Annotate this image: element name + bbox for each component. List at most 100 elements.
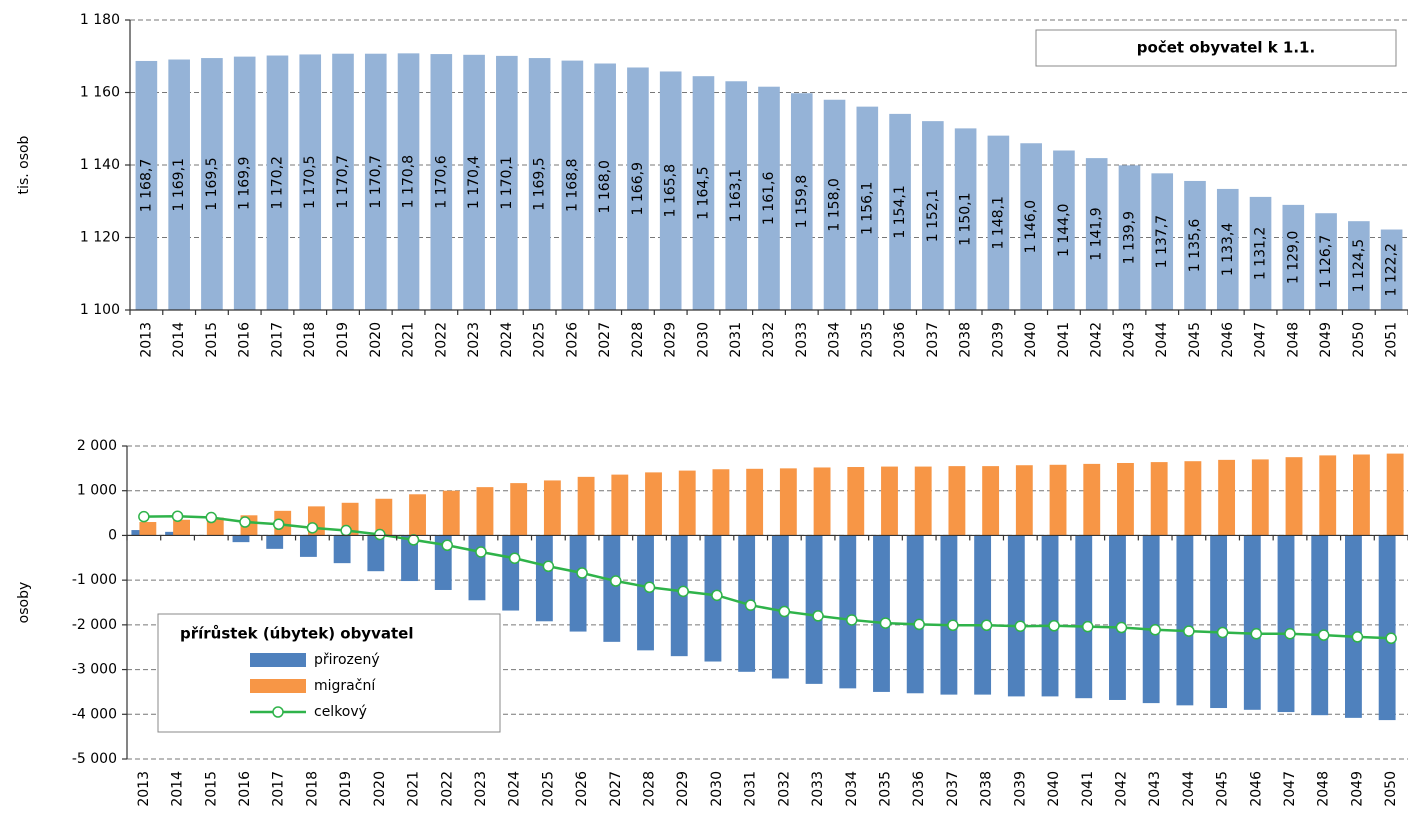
bar	[889, 113, 911, 310]
x-tick-label: 2029	[663, 322, 679, 358]
bar	[611, 474, 629, 536]
bar	[1184, 461, 1202, 536]
bar	[974, 535, 992, 695]
bar	[173, 519, 190, 536]
bar	[1353, 454, 1370, 536]
value-label: 1 165,8	[663, 164, 679, 217]
y-tick-label: 1 160	[80, 85, 120, 101]
value-label: 1 122,2	[1384, 243, 1400, 296]
line-marker	[1250, 628, 1263, 640]
x-tick-label: 2013	[136, 771, 152, 807]
bar	[813, 467, 831, 536]
bar	[603, 535, 621, 642]
line-marker	[138, 510, 150, 523]
bar	[496, 55, 518, 311]
bar	[1109, 535, 1126, 700]
bar	[468, 535, 486, 601]
x-tick-label: 2042	[1089, 322, 1105, 358]
legend-label: celkový	[314, 704, 367, 720]
line-marker	[980, 619, 993, 632]
bar	[637, 535, 654, 651]
value-label: 1 158,0	[827, 178, 843, 231]
bar	[1243, 535, 1261, 710]
x-tick-label: 2045	[1215, 771, 1231, 807]
bar	[543, 480, 561, 536]
x-tick-label: 2034	[844, 771, 860, 807]
bar	[1285, 457, 1303, 536]
bar	[528, 58, 551, 310]
y-tick-label: 2 000	[77, 438, 117, 454]
x-tick-label: 2040	[1023, 322, 1039, 358]
x-tick-label: 2016	[237, 771, 253, 807]
value-label: 1 168,0	[597, 160, 613, 213]
bar	[397, 53, 420, 310]
bar	[1380, 229, 1403, 310]
x-tick-label: 2027	[608, 771, 624, 807]
bar	[502, 535, 520, 611]
legend-swatch	[272, 706, 284, 718]
bar	[1184, 180, 1206, 310]
bar	[463, 54, 485, 310]
value-label: 1 170,5	[302, 156, 318, 209]
bar	[1251, 459, 1269, 536]
line-marker	[913, 618, 925, 631]
value-label: 1 124,5	[1351, 239, 1367, 292]
line-marker	[272, 518, 285, 530]
value-label: 1 163,1	[728, 169, 744, 222]
x-tick-label: 2041	[1080, 771, 1096, 807]
value-label: 1 141,9	[1089, 207, 1105, 260]
bar	[645, 472, 662, 536]
line-marker	[542, 560, 555, 573]
x-tick-label: 2015	[203, 771, 219, 807]
x-tick-label: 2030	[695, 322, 711, 358]
y-tick-label: 1 120	[80, 230, 120, 246]
x-tick-label: 2047	[1282, 771, 1298, 807]
value-label: 1 168,7	[138, 159, 154, 212]
x-tick-label: 2046	[1248, 771, 1264, 807]
y-tick-label: -4 000	[72, 706, 117, 722]
value-label: 1 168,8	[564, 159, 580, 212]
x-tick-label: 2036	[911, 771, 927, 807]
y-axis-label: osoby	[16, 582, 32, 624]
legend-box	[157, 613, 501, 733]
bar	[1020, 143, 1042, 310]
line-marker	[643, 581, 656, 594]
x-tick-label: 2050	[1351, 322, 1367, 358]
y-tick-label: 1 180	[80, 12, 120, 28]
value-label: 1 135,6	[1187, 219, 1203, 273]
value-label: 1 169,9	[237, 157, 253, 210]
bar	[1277, 535, 1295, 713]
bar	[746, 468, 764, 536]
line-marker	[1082, 620, 1094, 633]
legend-label: migrační	[314, 678, 376, 694]
bar	[569, 535, 587, 632]
line-marker	[1284, 628, 1296, 640]
bar	[1311, 535, 1329, 716]
x-tick-label: 2029	[675, 771, 691, 807]
x-tick-label: 2021	[401, 322, 417, 358]
x-tick-label: 2019	[338, 771, 354, 807]
bar	[881, 466, 898, 536]
x-tick-label: 2035	[859, 322, 875, 358]
line-marker	[1014, 620, 1027, 632]
x-tick-label: 2018	[304, 771, 320, 807]
bar	[442, 490, 460, 536]
bar	[1117, 462, 1134, 536]
bar	[1378, 535, 1396, 721]
bar	[299, 535, 317, 557]
x-tick-label: 2037	[925, 322, 941, 358]
bar	[1216, 188, 1239, 310]
x-tick-label: 2045	[1187, 322, 1203, 358]
value-label: 1 154,1	[892, 185, 908, 238]
value-label: 1 169,1	[171, 158, 187, 211]
line-marker	[441, 539, 453, 552]
x-tick-label: 2033	[794, 322, 810, 358]
value-label: 1 170,7	[368, 155, 384, 208]
line-marker	[1317, 629, 1330, 641]
line-marker	[1048, 620, 1060, 632]
x-tick-label: 2037	[945, 771, 961, 807]
legend-label: přirozený	[314, 652, 380, 668]
value-label: 1 170,4	[466, 156, 482, 210]
bar	[856, 106, 879, 310]
value-label: 1 144,0	[1056, 204, 1072, 257]
